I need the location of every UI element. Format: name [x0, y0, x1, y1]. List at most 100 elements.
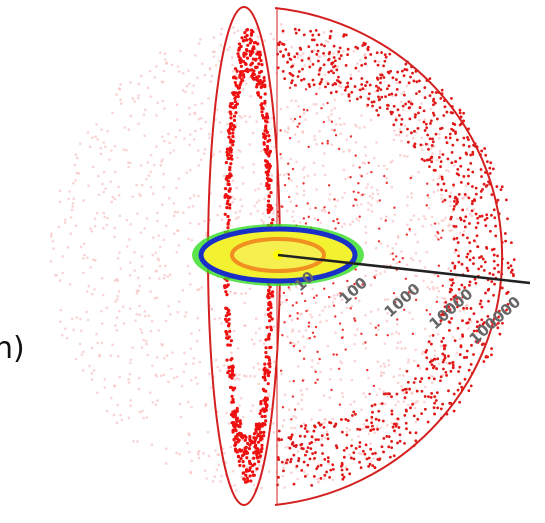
dot — [214, 318, 217, 321]
dot — [303, 217, 305, 219]
dot — [242, 477, 245, 480]
dot — [264, 104, 267, 107]
dot — [507, 262, 510, 265]
dot — [87, 184, 90, 187]
dot — [158, 277, 161, 280]
dot — [195, 376, 198, 379]
dot — [370, 171, 372, 173]
dot — [230, 395, 233, 398]
dot — [353, 317, 355, 319]
dot — [387, 359, 390, 362]
dot — [262, 434, 265, 437]
dot — [431, 152, 434, 155]
dot — [298, 330, 301, 333]
dot — [267, 374, 270, 377]
dot — [279, 173, 282, 176]
dot — [95, 333, 98, 336]
dot — [440, 375, 443, 378]
dot — [341, 473, 344, 476]
dot — [287, 128, 290, 131]
dot — [345, 434, 348, 437]
dot — [295, 161, 298, 164]
dot — [246, 57, 249, 60]
dot — [165, 225, 168, 228]
dot — [105, 224, 108, 227]
dot — [303, 112, 306, 115]
dot — [94, 225, 97, 228]
dot — [306, 337, 309, 340]
dot — [399, 368, 402, 371]
dot — [248, 469, 251, 472]
dot — [267, 392, 270, 395]
dot — [243, 31, 246, 34]
dot — [410, 219, 413, 222]
dot — [378, 419, 381, 422]
dot — [289, 158, 292, 161]
dot — [317, 33, 320, 36]
dot — [50, 260, 53, 263]
dot — [472, 262, 475, 265]
dot — [118, 251, 121, 254]
dot — [163, 107, 166, 110]
dot — [302, 168, 305, 171]
dot — [244, 63, 247, 66]
dot — [364, 162, 367, 165]
dot — [183, 137, 186, 140]
dot — [119, 88, 122, 91]
dot — [194, 54, 197, 57]
dot — [334, 83, 337, 86]
dot — [263, 389, 266, 392]
dot — [245, 49, 248, 52]
dot — [409, 76, 412, 79]
dot — [485, 355, 488, 358]
dot — [453, 225, 456, 228]
dot — [433, 413, 436, 416]
dot — [440, 340, 443, 343]
dot — [296, 125, 298, 127]
dot — [379, 77, 382, 80]
dot — [430, 160, 433, 163]
dot — [357, 191, 359, 193]
dot — [283, 419, 286, 422]
dot — [397, 400, 400, 403]
dot — [163, 374, 166, 377]
dot — [158, 234, 161, 237]
dot — [399, 433, 402, 436]
dot — [471, 185, 474, 188]
dot — [257, 36, 260, 39]
dot — [239, 61, 242, 64]
dot — [268, 315, 271, 318]
dot — [320, 464, 323, 467]
dot — [463, 230, 466, 233]
dot — [218, 453, 221, 456]
dot — [115, 329, 118, 332]
dot — [358, 127, 361, 130]
dot — [403, 414, 406, 417]
dot — [332, 220, 334, 222]
dot — [468, 145, 471, 148]
dot — [264, 346, 267, 349]
dot — [311, 34, 314, 37]
dot — [469, 281, 472, 284]
dot — [365, 232, 368, 235]
dot — [230, 351, 233, 354]
dot — [146, 217, 149, 220]
dot — [156, 212, 159, 215]
dot — [303, 33, 306, 36]
dot — [420, 412, 423, 415]
dot — [484, 224, 487, 227]
dot — [216, 214, 219, 217]
dot — [430, 108, 433, 111]
dot — [380, 374, 383, 377]
dot — [101, 342, 104, 345]
dot — [457, 241, 460, 244]
dot — [327, 41, 330, 44]
dot — [266, 326, 269, 329]
dot — [243, 39, 246, 42]
dot — [245, 292, 248, 295]
dot — [364, 275, 367, 278]
dot — [324, 85, 327, 88]
dot — [341, 196, 344, 199]
dot — [138, 83, 141, 86]
dot — [263, 197, 266, 200]
